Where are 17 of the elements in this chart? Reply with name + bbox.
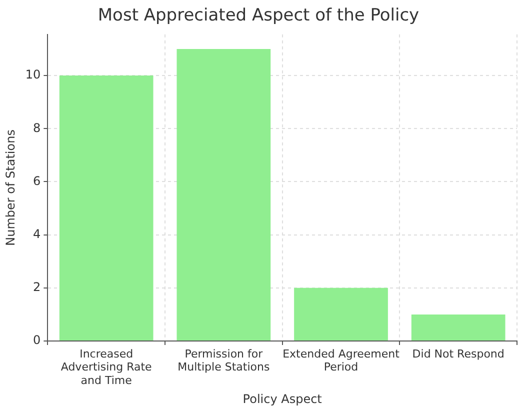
chart-title: Most Appreciated Aspect of the Policy: [98, 6, 420, 26]
y-tick-label: 0: [33, 333, 41, 348]
x-tick-label: Permission for Multiple Stations: [178, 347, 270, 374]
bar: [411, 314, 506, 340]
bar: [59, 76, 154, 340]
y-tick-label: 6: [33, 174, 41, 188]
x-tick-label: Extended Agreement Period: [282, 347, 400, 374]
x-tick-label: Did Not Respond: [412, 347, 504, 360]
y-tick-label: 10: [25, 68, 41, 82]
bar: [176, 49, 271, 340]
y-tick-label: 8: [33, 120, 41, 135]
x-axis-title: Policy Aspect: [242, 392, 322, 406]
y-tick-label: 2: [33, 280, 41, 294]
y-tick-label: 4: [33, 226, 41, 241]
bar: [294, 288, 388, 340]
x-tick-label: Increased Advertising Rate and Time: [60, 347, 152, 387]
y-axis-title: Number of Stations: [3, 130, 18, 246]
